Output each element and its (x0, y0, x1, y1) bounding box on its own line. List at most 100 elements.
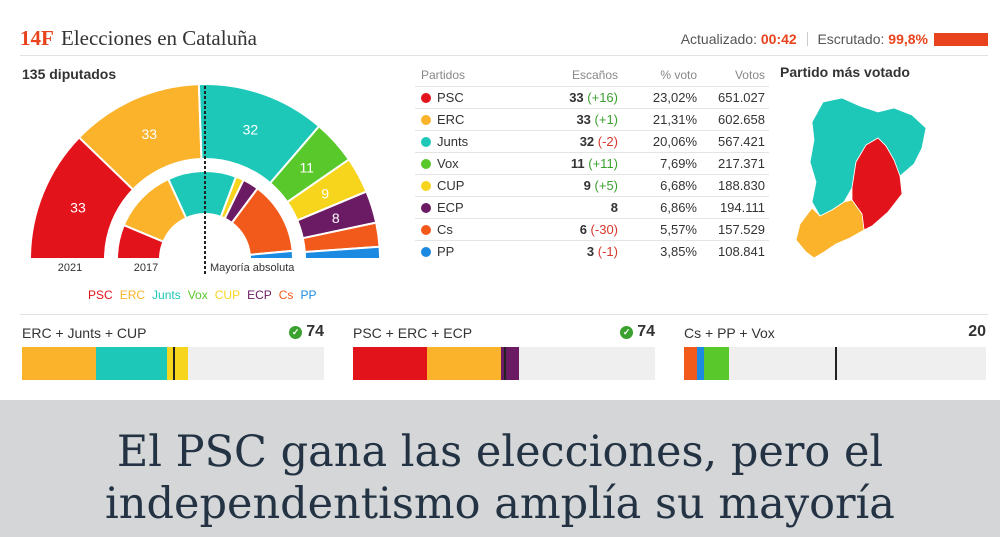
coalition-segment-pp (697, 347, 705, 380)
party-color-dot (421, 92, 431, 103)
coalition-segment-junts (95, 347, 168, 380)
seats-change: (+1) (590, 111, 618, 127)
legend-item-ecp: ECP (247, 288, 272, 302)
election-title: Elecciones en Cataluña (61, 26, 257, 50)
map-region-south (795, 199, 865, 259)
seats-cell: 11 (+11) (527, 151, 622, 174)
status-separator (806, 32, 808, 46)
party-color-dot (421, 158, 431, 169)
coalition-2: PSC + ERC + ECP ✓ 74 (353, 323, 655, 381)
seats-cell: 32 (-2) (527, 129, 622, 152)
seats-cell: 33 (+16) (527, 85, 622, 108)
counted-progress-fill (934, 33, 988, 46)
party-cell: PSC (415, 85, 527, 108)
coalition-name: Cs + PP + Vox (684, 325, 775, 341)
label-2017: 2017 (134, 262, 158, 274)
coalition-segment-cup (167, 347, 188, 380)
party-color-dot (421, 224, 431, 235)
coalition-segment-cs (684, 347, 698, 380)
party-cell: PP (415, 239, 527, 262)
seats-value: 8 (610, 199, 618, 215)
seats-change: (+11) (584, 155, 618, 171)
legend-item-erc: ERC (119, 288, 146, 302)
majority-label: Mayoría absoluta (210, 262, 295, 274)
votes-cell: 217.371 (701, 151, 769, 174)
map-region-center (851, 137, 903, 231)
party-legend: PSC ERC Junts Vox CUP ECP Cs PP (88, 288, 323, 302)
coalition-total-value: 74 (306, 323, 324, 340)
seats-value: 33 (569, 89, 584, 105)
vote-pct-cell: 21,31% (622, 107, 701, 130)
party-name: ERC (437, 111, 465, 127)
coalition-bar (684, 347, 986, 380)
hemicycle-chart: 33 33 32 11 98 2021 2017 Mayoría absoluta (28, 83, 382, 275)
party-cell: Junts (415, 129, 527, 152)
updated-label: Actualizado: (680, 31, 757, 47)
party-color-dot (421, 246, 431, 257)
coalition-total-value: 20 (968, 323, 986, 340)
seats-value: 6 (579, 221, 587, 237)
seat-label-erc: 33 (141, 126, 157, 142)
seat-label-junts: 32 (243, 122, 259, 138)
seats-value: 33 (576, 111, 591, 127)
vote-pct-cell: 7,69% (622, 151, 701, 174)
legend-item-cs: Cs (278, 288, 294, 302)
party-cell: CUP (415, 173, 527, 196)
seats-change: (-30) (586, 221, 618, 237)
seats-cell: 6 (-30) (527, 217, 622, 240)
votes-cell: 567.421 (701, 129, 769, 152)
seats-title: 135 diputados (22, 66, 117, 82)
seats-value: 11 (570, 155, 585, 171)
seat-label-psc: 33 (70, 200, 86, 216)
coalition-total: 20 (968, 323, 986, 341)
coalition-bar (22, 347, 324, 380)
updated-value: 00:42 (760, 31, 797, 47)
headline-line-2: independentismo amplía su mayoría (105, 479, 895, 529)
seat-label-vox: 11 (300, 159, 315, 175)
headline: El PSC gana las elecciones, pero el inde… (0, 426, 1000, 530)
col-header-seats: Escaños (571, 67, 618, 82)
seat-label-cup: 9 (321, 185, 329, 201)
results-table: Partidos Escaños % voto Votos PSC 33 (+16… (415, 64, 769, 262)
col-header-votes: Votos (734, 67, 765, 82)
seat-arc-2021-pp (303, 245, 382, 260)
vote-pct-cell: 3,85% (622, 239, 701, 262)
table-row: Junts 32 (-2) 20,06% 567.421 (415, 129, 769, 152)
legend-item-pp: PP (300, 288, 317, 302)
party-color-dot (421, 114, 431, 125)
table-row: PSC 33 (+16) 23,02% 651.027 (415, 85, 769, 108)
headline-banner: El PSC gana las elecciones, pero el inde… (0, 400, 1000, 537)
catalonia-map (795, 97, 927, 259)
coalition-segment-vox (704, 347, 729, 380)
table-row: CUP 9 (+5) 6,68% 188.830 (415, 173, 769, 196)
col-header-pct: % voto (660, 67, 697, 82)
seats-cell: 9 (+5) (527, 173, 622, 196)
headline-line-1: El PSC gana las elecciones, pero el (116, 427, 884, 477)
legend-item-junts: Junts (152, 288, 181, 302)
seats-value: 9 (583, 177, 591, 193)
votes-cell: 157.529 (701, 217, 769, 240)
election-tag: 14F (20, 26, 54, 50)
majority-marker (173, 347, 176, 380)
majority-marker (504, 347, 507, 380)
party-color-dot (421, 202, 431, 213)
counted-value: 99,8% (888, 31, 928, 47)
coalition-bar (353, 347, 655, 380)
legend-item-psc: PSC (88, 288, 113, 302)
party-color-dot (421, 180, 431, 191)
section-divider (20, 314, 988, 315)
col-header-party: Partidos (421, 67, 466, 82)
coalition-segment-erc (22, 347, 96, 380)
votes-cell: 602.658 (701, 107, 769, 130)
legend-item-vox: Vox (187, 288, 208, 302)
vote-pct-cell: 20,06% (622, 129, 701, 152)
party-name: CUP (437, 177, 465, 193)
party-name: PSC (437, 89, 464, 105)
table-row: ERC 33 (+1) 21,31% 602.658 (415, 107, 769, 130)
check-icon: ✓ (289, 326, 303, 339)
seats-cell: 3 (-1) (527, 239, 622, 262)
vote-pct-cell: 23,02% (622, 85, 701, 108)
count-status: Actualizado: 00:42 Escrutado: 99,8% (681, 31, 928, 47)
coalition-total-value: 74 (637, 323, 655, 340)
seats-change: (+16) (583, 89, 618, 105)
